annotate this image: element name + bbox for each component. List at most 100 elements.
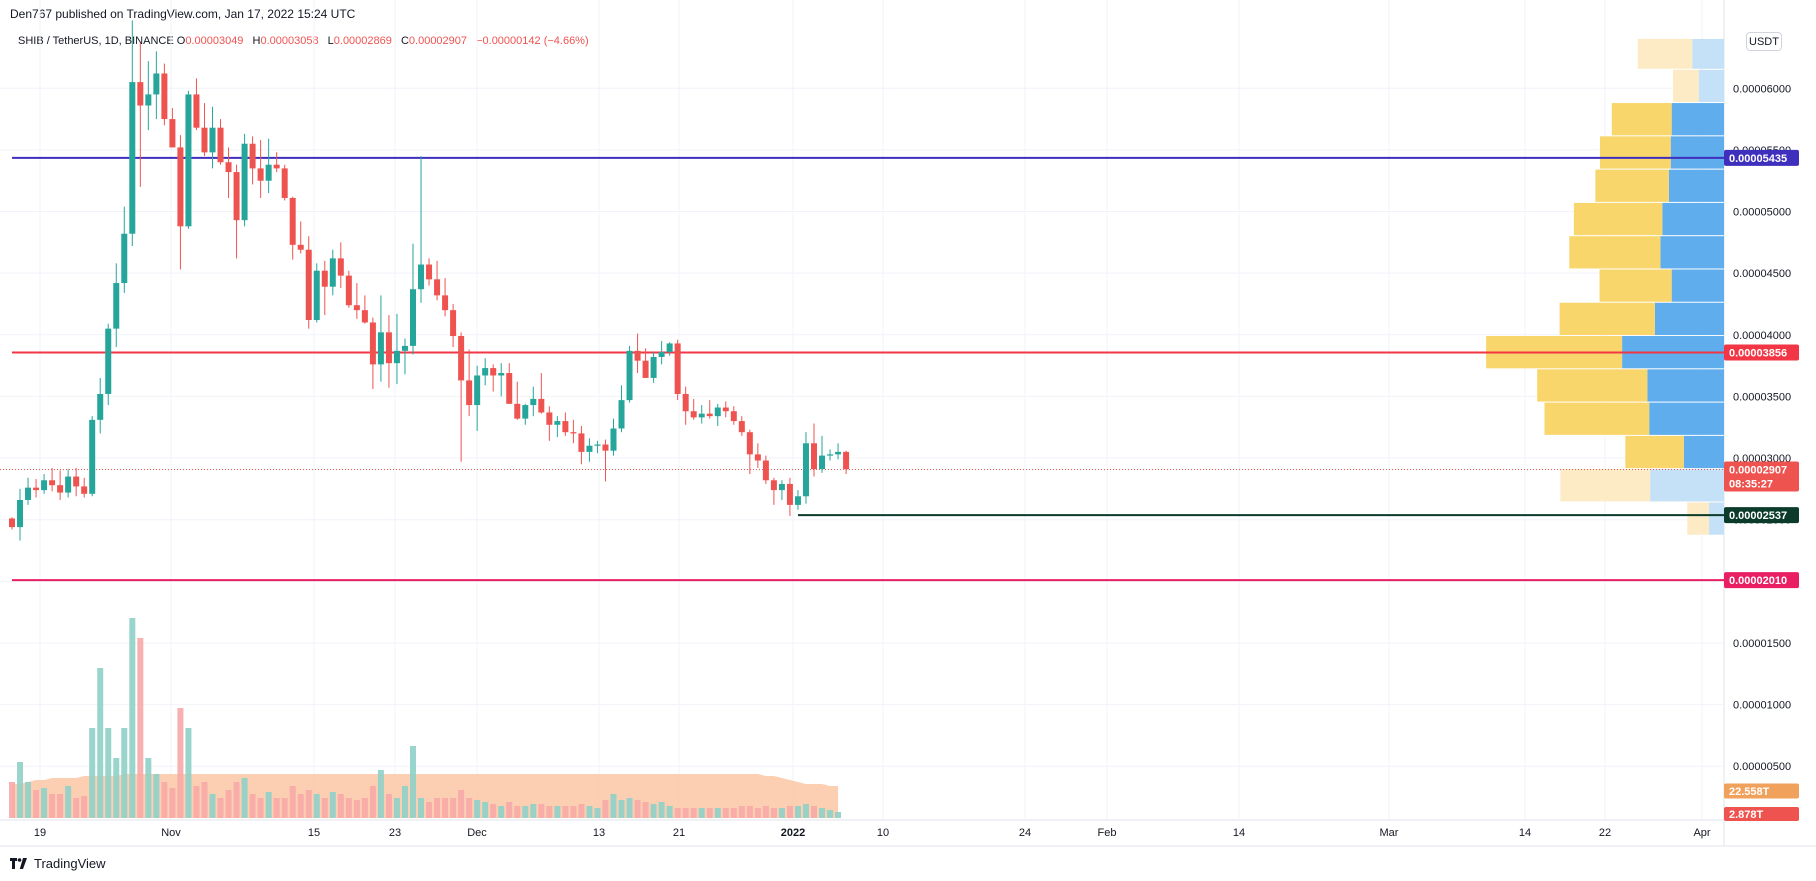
volume-bar (602, 800, 609, 818)
current-price-tag-bg (1724, 461, 1799, 492)
tradingview-logo-icon[interactable] (10, 857, 30, 870)
volume-bar (209, 794, 216, 818)
volume-bar (265, 792, 272, 818)
candle-body (610, 428, 617, 451)
volume-bar (722, 808, 729, 818)
candle-body (41, 480, 48, 491)
candle-body (570, 432, 577, 434)
volume-bar (137, 638, 144, 818)
publish-info: Den767 published on TradingView.com, Jan… (10, 7, 356, 21)
volume-bar (794, 806, 801, 818)
candle-body (682, 393, 689, 412)
volume-bar (618, 800, 625, 818)
candle-body (313, 270, 320, 321)
profile-buy-bar (1650, 469, 1724, 502)
volume-bar (474, 800, 481, 818)
profile-buy-bar (1649, 402, 1724, 435)
candle-body (393, 350, 400, 364)
candle-body (786, 483, 793, 505)
candle-body (105, 328, 112, 394)
profile-buy-bar (1662, 202, 1724, 236)
y-tick-label: 0.00005000 (1733, 207, 1791, 219)
volume-bar (738, 806, 745, 818)
footer-brand[interactable]: TradingView (34, 856, 106, 871)
volume-bar (105, 728, 112, 818)
volume-bar (65, 786, 72, 818)
profile-buy-bar (1670, 136, 1724, 169)
x-tick-label: 14 (1519, 827, 1531, 839)
resistance-line-high-tag-text: 0.00005435 (1729, 153, 1787, 165)
open-value: 0.00003049 (185, 35, 244, 47)
volume-bar (674, 808, 681, 818)
profile-buy-bar (1683, 435, 1724, 469)
profile-sell-bar (1559, 302, 1655, 336)
volume-bar (129, 618, 136, 818)
currency-button[interactable]: USDT (1746, 32, 1782, 51)
profile-sell-bar (1599, 269, 1672, 302)
x-tick-label: 21 (673, 827, 685, 839)
x-tick-label: 10 (877, 827, 889, 839)
candle-body (722, 407, 729, 412)
volume-bar (642, 802, 649, 818)
candle-body (706, 413, 713, 417)
y-tick-label: 0.00004000 (1733, 330, 1791, 342)
volume-bar (321, 798, 328, 818)
profile-buy-bar (1692, 38, 1724, 69)
candle-body (538, 398, 545, 413)
y-tick-label: 0.00004500 (1733, 268, 1791, 280)
volume-bar (305, 790, 312, 818)
candle-body (819, 455, 826, 470)
volume-bar (353, 800, 360, 818)
volume-bar (827, 810, 834, 818)
candle-body (835, 451, 842, 455)
candle-body (145, 94, 152, 106)
y-tick-label: 0.00001500 (1733, 638, 1791, 650)
candle-body (690, 411, 697, 418)
candle-body (546, 412, 553, 425)
candle-body (353, 305, 360, 311)
volume-bar (49, 794, 56, 818)
symbol-name[interactable]: SHIB / TetherUS, 1D, BINANCE (18, 35, 174, 47)
candle-body (201, 127, 208, 153)
support-line-deep-tag: 0.00002010 (1724, 572, 1799, 589)
volume-bar (835, 812, 842, 818)
candle-body (113, 283, 120, 329)
candle-body (714, 407, 721, 417)
candle-body (401, 345, 408, 351)
candle-body (185, 94, 192, 227)
candle-body (730, 411, 737, 422)
volume-bar (802, 804, 809, 818)
horizontal-lines (0, 156, 1724, 582)
y-tick-label: 0.00001000 (1733, 700, 1791, 712)
resistance-line-mid-tag-bg (1724, 344, 1799, 361)
candle-body (426, 264, 433, 280)
volume-bar (257, 798, 264, 818)
profile-buy-bar (1698, 69, 1724, 103)
volume-bar (586, 806, 593, 818)
candle-body (385, 332, 392, 364)
x-tick-label: 19 (34, 827, 46, 839)
volume-profile (1486, 38, 1724, 535)
candle-body (554, 421, 561, 425)
volume-bar (337, 794, 344, 818)
candle-body (666, 343, 673, 353)
candle-body (498, 373, 505, 376)
profile-sell-bar (1672, 69, 1699, 103)
y-tick-label: 0.00000500 (1733, 761, 1791, 773)
profile-buy-bar (1671, 269, 1724, 302)
volume-bar (522, 806, 529, 818)
profile-sell-bar (1595, 169, 1669, 202)
x-tick-label: 24 (1019, 827, 1031, 839)
candle-body (626, 350, 633, 401)
low-value: 0.00002869 (333, 35, 392, 47)
candle-body (289, 197, 296, 245)
candle-body (249, 143, 256, 169)
volume-bar (786, 806, 793, 818)
volume-bar (369, 786, 376, 818)
candle-body (281, 168, 288, 198)
volume-bar (458, 790, 465, 818)
candle-body (650, 356, 657, 378)
candle-body (490, 368, 497, 376)
volume-bar (57, 794, 64, 818)
